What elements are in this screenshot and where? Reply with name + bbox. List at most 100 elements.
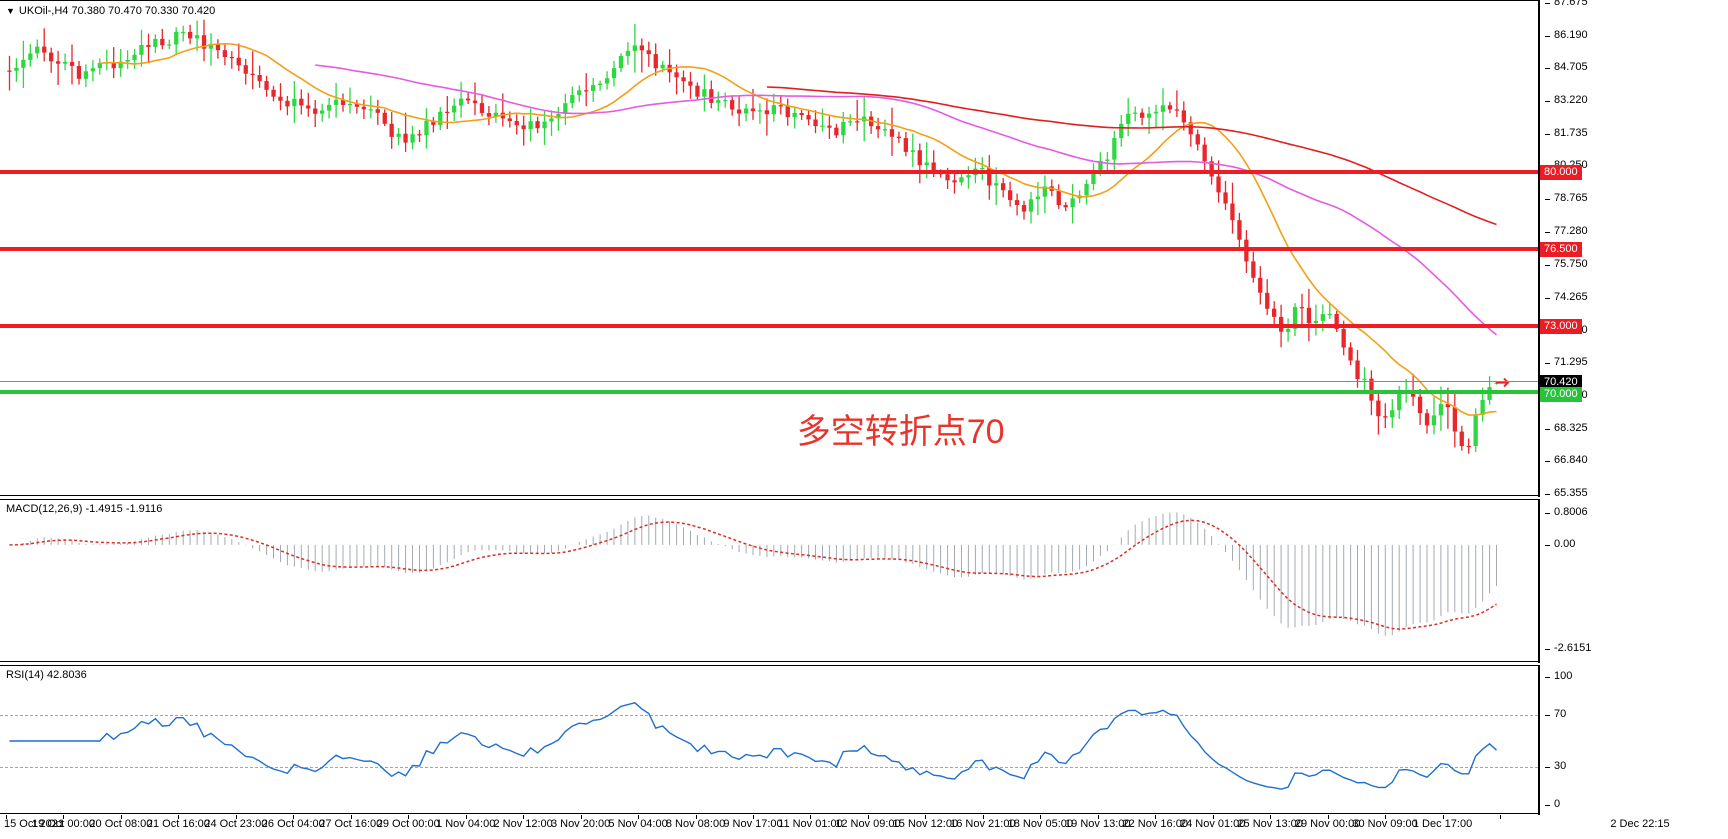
time-tick-label: 1 Nov 04:00 xyxy=(436,818,496,830)
rsi-top-border xyxy=(0,665,1538,666)
price-tickmark xyxy=(1545,297,1550,299)
time-tick-label: 18 Nov 05:00 xyxy=(1007,818,1074,830)
collapse-arrow-icon[interactable]: ▼ xyxy=(6,6,15,16)
price-tick-label: 87.675 xyxy=(1554,0,1588,8)
time-tickmark xyxy=(465,815,467,819)
price-panel[interactable]: ▼ UKOil-,H4 70.380 70.470 70.330 70.420 多… xyxy=(0,0,1728,499)
time-tickmark xyxy=(925,815,927,819)
price-panel-bottom-border xyxy=(0,495,1538,496)
price-tickmark xyxy=(1545,3,1550,4)
time-tick-label: 2 Dec 22:15 xyxy=(1610,818,1670,830)
rsi-panel[interactable]: RSI(14) 42.8036 100 70 30 0 xyxy=(0,665,1728,815)
time-tick-label: 16 Nov 21:00 xyxy=(950,818,1016,830)
macd-series-canvas xyxy=(9,512,1497,636)
price-tickmark xyxy=(1545,265,1550,267)
macd-tick-label: 0.00 xyxy=(1554,537,1576,550)
time-tickmark xyxy=(350,815,352,819)
price-tag-80: 80.000 xyxy=(1540,164,1582,180)
price-tick-label: 75.750 xyxy=(1554,258,1588,271)
price-tick-label: 77.280 xyxy=(1554,224,1588,237)
time-tick-label: 3 Nov 20:00 xyxy=(550,818,611,830)
macd-top-border xyxy=(0,499,1538,500)
time-tickmark xyxy=(867,815,869,819)
price-tag-76-5: 76.500 xyxy=(1540,241,1582,257)
rsi-axis-line xyxy=(1538,665,1540,815)
price-tickmark xyxy=(1545,101,1550,102)
rsi-tickmark xyxy=(1545,805,1550,806)
time-tick-label: 1 Dec 17:00 xyxy=(1412,818,1473,830)
price-tickmark xyxy=(1545,363,1550,365)
price-tickmark xyxy=(1545,199,1550,200)
time-tick-label: 15 Nov 12:00 xyxy=(892,818,959,830)
time-tick-label: 11 Nov 01:00 xyxy=(778,818,843,830)
time-tick-label: 12 Nov 09:00 xyxy=(835,818,901,830)
chart-annotation-text: 多空转折点70 xyxy=(796,413,1005,452)
time-tickmark xyxy=(638,815,640,819)
price-tick-label: 71.295 xyxy=(1554,356,1588,369)
time-tickmark xyxy=(178,815,180,819)
rsi-level-30 xyxy=(0,766,1538,768)
time-tickmark xyxy=(810,815,812,819)
price-tickmark xyxy=(1545,35,1550,37)
price-tag-70: 70.000 xyxy=(1540,386,1582,402)
price-tick-label: 66.840 xyxy=(1554,454,1588,467)
time-tickmark xyxy=(1040,815,1042,819)
price-tickmark xyxy=(1545,428,1550,430)
rsi-tickmark xyxy=(1545,715,1550,717)
price-tick-label: 83.220 xyxy=(1554,94,1588,106)
time-tick-label: 2 Nov 12:00 xyxy=(493,818,553,830)
time-tick-label: 26 Oct 04:00 xyxy=(261,818,325,830)
time-tick-label: 27 Oct 16:00 xyxy=(319,818,383,830)
price-tick-label: 68.325 xyxy=(1554,421,1588,434)
rsi-series-canvas xyxy=(9,702,1497,790)
time-tickmark xyxy=(235,815,237,819)
time-tickmark xyxy=(753,815,754,819)
time-axis[interactable]: 15 Oct 2021 19 Oct 00:00 20 Oct 08:00 21 Oc… xyxy=(0,815,1728,839)
symbol-legend-text: UKOil-,H4 70.380 70.470 70.330 70.420 xyxy=(18,5,216,17)
rsi-tickmark xyxy=(1545,766,1550,768)
time-tick-label: 29 Oct 00:00 xyxy=(376,818,440,830)
macd-axis-line xyxy=(1538,499,1540,663)
macd-tickmark xyxy=(1545,544,1550,546)
level-line-80[interactable] xyxy=(0,169,1538,174)
time-tick-label: 21 Oct 16:00 xyxy=(146,818,210,830)
time-tickmark xyxy=(293,815,295,819)
price-tickmark xyxy=(1545,494,1550,495)
time-tick-label: 25 Nov 13:00 xyxy=(1237,818,1303,830)
rsi-tick-label: 70 xyxy=(1554,708,1567,721)
time-tickmark xyxy=(1155,815,1157,819)
macd-tick-label: 0.8006 xyxy=(1554,506,1588,518)
time-tick-label: 22 Nov 16:00 xyxy=(1122,818,1188,830)
level-line-76-5[interactable] xyxy=(0,246,1538,251)
price-tick-label: 86.190 xyxy=(1554,28,1588,41)
rsi-tick-label: 0 xyxy=(1554,798,1561,810)
time-tickmark xyxy=(1212,815,1214,819)
price-tickmark xyxy=(1545,133,1550,135)
price-tag-73: 73.000 xyxy=(1540,318,1582,334)
macd-panel[interactable]: MACD(12,26,9) -1.4915 -1.9116 0.8006 0.00… xyxy=(0,499,1728,663)
time-tickmark xyxy=(408,815,410,819)
time-tick-label: 30 Nov 09:00 xyxy=(1352,818,1418,830)
rsi-level-70 xyxy=(0,715,1538,717)
time-tick-label: 15 Oct 2021 xyxy=(4,818,64,830)
time-tickmark xyxy=(580,815,582,819)
rsi-tick-label: 30 xyxy=(1554,759,1567,772)
macd-bottom-border xyxy=(0,661,1538,662)
rsi-tickmark xyxy=(1545,677,1550,678)
level-line-70[interactable] xyxy=(0,389,1538,394)
time-tick-label: 24 Nov 01:00 xyxy=(1179,818,1246,830)
macd-tickmark xyxy=(1545,513,1550,514)
price-tickmark xyxy=(1545,461,1550,463)
time-tickmark xyxy=(6,815,7,819)
time-tickmark xyxy=(523,815,525,819)
price-tickmark xyxy=(1545,68,1550,70)
time-tickmark xyxy=(120,815,122,819)
price-tag-last: 70.420 xyxy=(1540,374,1582,390)
macd-tick-label: -2.6151 xyxy=(1554,642,1592,654)
time-tick-label: 9 Nov 17:00 xyxy=(723,818,783,830)
level-line-73[interactable] xyxy=(0,323,1538,328)
price-tick-label: 78.765 xyxy=(1554,192,1588,204)
price-tick-label: 65.355 xyxy=(1554,487,1588,499)
price-tick-label: 81.735 xyxy=(1554,126,1588,139)
macd-axis-labels: 0.8006 0.00 -2.6151 xyxy=(1544,499,1728,663)
